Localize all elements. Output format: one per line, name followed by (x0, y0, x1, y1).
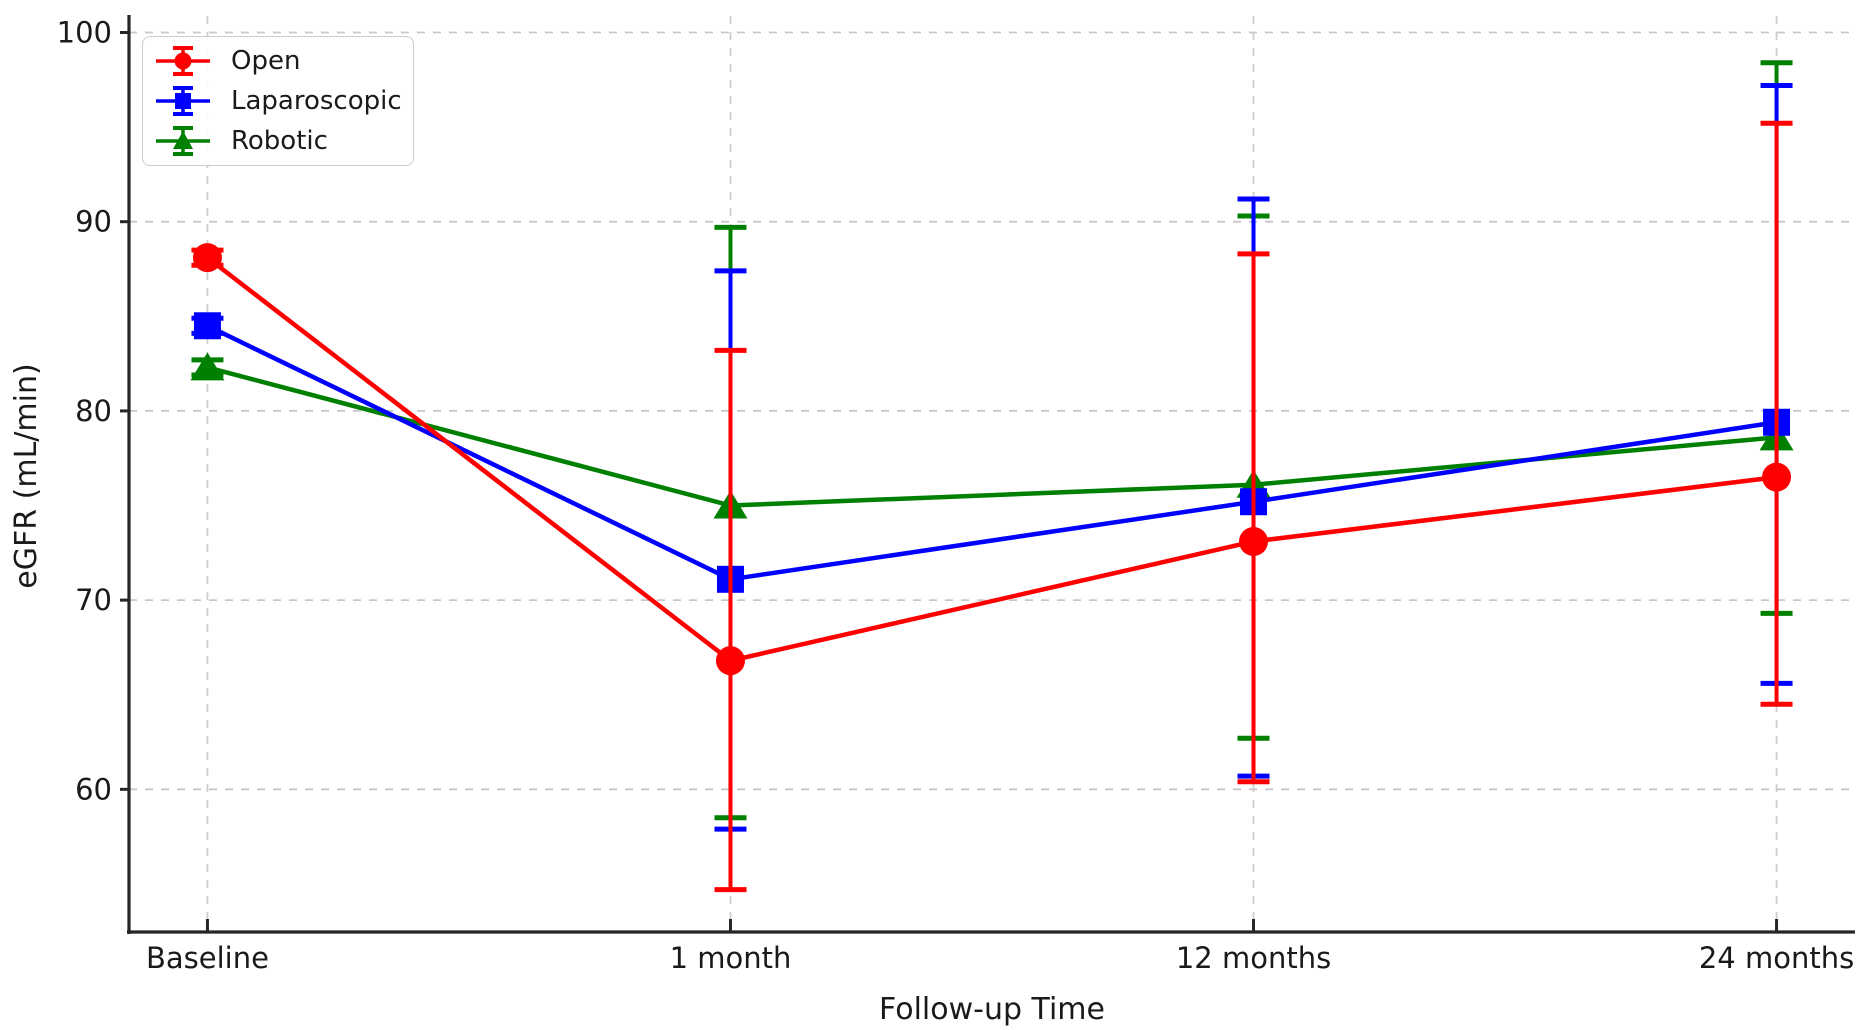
open-errorbar-marker-icon (153, 43, 217, 79)
square-marker (193, 312, 221, 340)
y-tick-label: 60 (75, 772, 112, 806)
error-bar (1760, 120, 1793, 707)
laparoscopic-errorbar-marker-icon (153, 83, 217, 119)
legend-entry-laparoscopic: Laparoscopic (153, 82, 403, 120)
glyph-square-marker (175, 93, 191, 109)
y-tick-label: 90 (75, 205, 112, 239)
legend-label-laparoscopic: Laparoscopic (231, 86, 402, 116)
triangle-marker (190, 352, 225, 381)
plot-area: 60 70 80 90 100 Baseline 1 month 12 months 24 mo… (57, 15, 1855, 975)
glyph-circle-marker (174, 52, 192, 70)
circle-marker (715, 646, 745, 676)
error-bar (1237, 251, 1270, 785)
y-axis-title: eGFR (mL/min) (9, 363, 44, 588)
y-tick-label: 100 (57, 15, 112, 49)
robotic-errorbar-marker-icon (153, 123, 217, 159)
legend-label-open: Open (231, 46, 301, 76)
glyph-triangle-marker (173, 131, 193, 149)
series-line (206, 255, 1777, 664)
axes: 60 70 80 90 100 Baseline 1 month 12 months 24 mo… (57, 15, 1855, 975)
series-laparoscopic (191, 82, 1793, 832)
circle-marker (1239, 526, 1269, 556)
legend-label-robotic: Robotic (231, 126, 328, 156)
series-open (191, 120, 1793, 893)
x-tick-label: 1 month (670, 941, 792, 975)
y-tick-label: 70 (75, 583, 112, 617)
legend: Open Laparoscopic Robotic (142, 36, 414, 166)
y-tick-label: 80 (75, 394, 112, 428)
x-tick-label: 24 months (1699, 941, 1854, 975)
circle-marker (1762, 462, 1792, 492)
error-bar (714, 347, 747, 893)
x-tick-label: 12 months (1176, 941, 1331, 975)
series-line (206, 323, 1777, 582)
legend-entry-robotic: Robotic (153, 122, 403, 160)
legend-entry-open: Open (153, 42, 403, 80)
x-axis-title: Follow-up Time (879, 992, 1105, 1027)
circle-marker (192, 243, 222, 273)
x-tick-label: Baseline (146, 941, 269, 975)
series-robotic (190, 60, 1794, 821)
